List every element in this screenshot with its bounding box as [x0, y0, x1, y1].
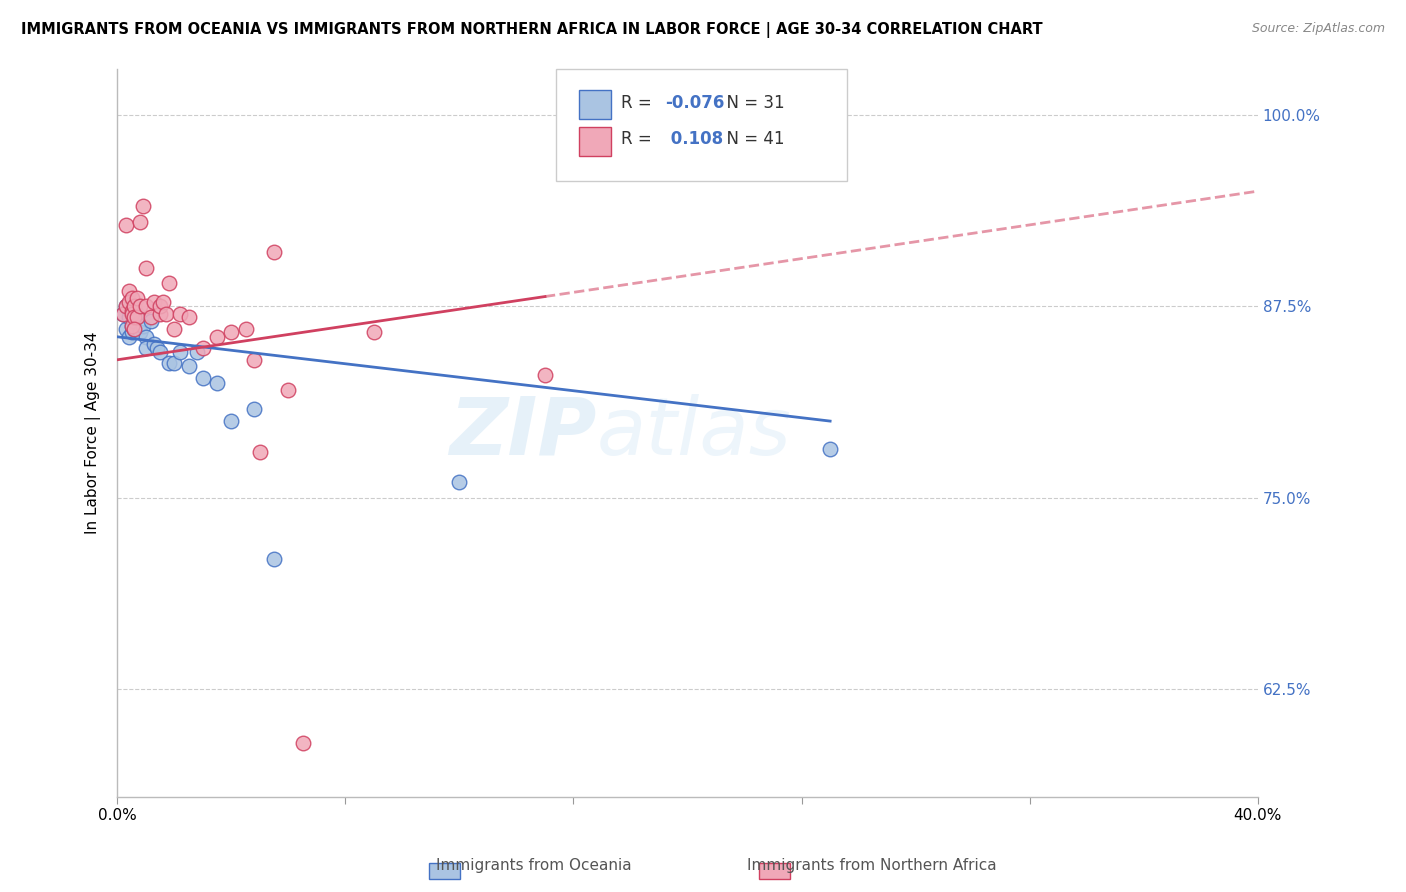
- Point: [127, 292, 149, 306]
- Point: [121, 292, 143, 306]
- Point: [221, 325, 243, 339]
- Point: [186, 345, 208, 359]
- Text: Immigrants from Oceania: Immigrants from Oceania: [436, 858, 633, 872]
- Point: [141, 314, 163, 328]
- Point: [205, 330, 228, 344]
- Point: [177, 359, 200, 373]
- Point: [149, 345, 172, 359]
- Point: [129, 299, 152, 313]
- Point: [129, 215, 152, 229]
- Point: [157, 356, 180, 370]
- Point: [135, 341, 157, 355]
- Point: [157, 276, 180, 290]
- Point: [141, 310, 163, 324]
- Point: [121, 303, 143, 318]
- Point: [124, 322, 146, 336]
- Point: [114, 299, 136, 313]
- Point: [149, 299, 172, 313]
- Point: [291, 736, 314, 750]
- Point: [129, 325, 152, 339]
- Point: [121, 307, 143, 321]
- Text: R =: R =: [621, 94, 658, 112]
- Point: [243, 352, 266, 367]
- Text: atlas: atlas: [596, 393, 792, 472]
- Point: [221, 414, 243, 428]
- Point: [152, 294, 174, 309]
- Text: R =: R =: [621, 130, 658, 148]
- Point: [111, 307, 134, 321]
- Point: [127, 310, 149, 324]
- Point: [111, 307, 134, 321]
- Point: [121, 303, 143, 318]
- Point: [163, 356, 186, 370]
- Point: [191, 341, 214, 355]
- Point: [149, 307, 172, 321]
- Point: [132, 199, 155, 213]
- Point: [449, 475, 471, 490]
- Text: Immigrants from Northern Africa: Immigrants from Northern Africa: [747, 858, 997, 872]
- FancyBboxPatch shape: [579, 127, 612, 156]
- Point: [118, 310, 141, 324]
- Point: [277, 384, 299, 398]
- Point: [249, 444, 271, 458]
- Point: [124, 322, 146, 336]
- Point: [163, 322, 186, 336]
- Point: [243, 401, 266, 416]
- Text: N = 41: N = 41: [716, 130, 785, 148]
- Point: [263, 245, 285, 260]
- FancyBboxPatch shape: [579, 90, 612, 120]
- Point: [114, 299, 136, 313]
- Point: [124, 314, 146, 328]
- Point: [135, 299, 157, 313]
- Point: [121, 319, 143, 334]
- Point: [177, 310, 200, 324]
- Point: [118, 284, 141, 298]
- Point: [146, 341, 169, 355]
- Point: [127, 307, 149, 321]
- FancyBboxPatch shape: [557, 69, 848, 181]
- Point: [121, 325, 143, 339]
- Point: [155, 307, 177, 321]
- Point: [143, 294, 166, 309]
- Point: [124, 310, 146, 324]
- Text: ZIP: ZIP: [449, 393, 596, 472]
- Point: [135, 330, 157, 344]
- Point: [263, 552, 285, 566]
- Point: [143, 337, 166, 351]
- Point: [235, 322, 257, 336]
- Point: [124, 299, 146, 313]
- Point: [169, 345, 191, 359]
- Point: [534, 368, 557, 383]
- Point: [118, 294, 141, 309]
- Point: [135, 260, 157, 275]
- Text: IMMIGRANTS FROM OCEANIA VS IMMIGRANTS FROM NORTHERN AFRICA IN LABOR FORCE | AGE : IMMIGRANTS FROM OCEANIA VS IMMIGRANTS FR…: [21, 22, 1043, 38]
- Point: [205, 376, 228, 390]
- Point: [363, 325, 385, 339]
- Point: [118, 330, 141, 344]
- Y-axis label: In Labor Force | Age 30-34: In Labor Force | Age 30-34: [86, 331, 101, 533]
- Text: 0.108: 0.108: [665, 130, 723, 148]
- Point: [114, 218, 136, 232]
- Text: -0.076: -0.076: [665, 94, 724, 112]
- Text: Source: ZipAtlas.com: Source: ZipAtlas.com: [1251, 22, 1385, 36]
- Text: N = 31: N = 31: [716, 94, 785, 112]
- Point: [121, 319, 143, 334]
- Point: [114, 322, 136, 336]
- Point: [132, 319, 155, 334]
- Point: [169, 307, 191, 321]
- Point: [818, 442, 841, 456]
- Point: [191, 371, 214, 385]
